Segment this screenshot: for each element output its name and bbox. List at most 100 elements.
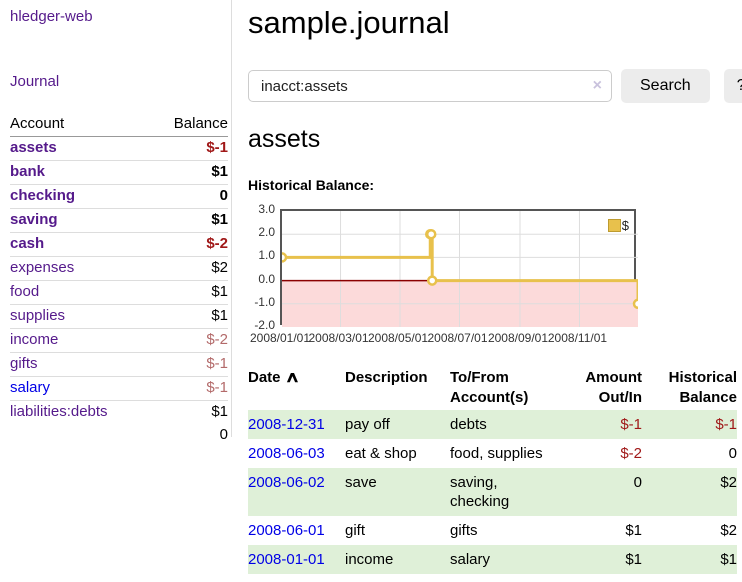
accounts-total-row: 0 — [10, 424, 228, 447]
y-axis-tick-label: -2.0 — [254, 318, 275, 332]
account-link[interactable]: checking — [10, 187, 76, 204]
account-balance: $-2 — [150, 328, 228, 353]
transaction-balance: 0 — [728, 445, 737, 462]
transaction-description: income — [345, 551, 394, 568]
transaction-date-link[interactable]: 2008-06-02 — [248, 474, 325, 491]
account-row: gifts $-1 — [10, 352, 228, 377]
transaction-amount: $1 — [625, 522, 642, 539]
transaction-balance: $2 — [720, 522, 737, 539]
account-link[interactable]: salary — [10, 379, 51, 396]
chart-canvas — [282, 211, 638, 327]
legend-label: $ — [621, 218, 629, 233]
account-link[interactable]: supplies — [10, 307, 66, 324]
account-balance: $2 — [150, 256, 228, 281]
page-title: sample.journal — [248, 5, 450, 40]
register-header-row: Date ∧ Description To/From Account(s) Amo… — [248, 366, 737, 410]
account-balance: $-1 — [206, 139, 228, 156]
transaction-accounts: gifts — [450, 522, 478, 539]
account-balance: $-2 — [150, 232, 228, 257]
y-axis-tick-label: 1.0 — [258, 248, 275, 263]
y-axis-tick-label: -1.0 — [254, 294, 275, 309]
y-axis-tick-label: 2.0 — [258, 225, 275, 240]
transaction-amount: $-1 — [620, 416, 642, 433]
account-row: salary $-1 — [10, 376, 228, 401]
accounts-col-balance: Balance — [150, 112, 228, 137]
transaction-date-link[interactable]: 2008-06-01 — [248, 522, 325, 539]
accounts-table: Account Balance assets $-1 bank $1 checking 0… — [10, 112, 228, 447]
y-axis-tick-label: 3.0 — [258, 202, 275, 216]
account-balance: $1 — [150, 160, 228, 185]
register-col-accounts: To/From Account(s) — [450, 369, 529, 406]
account-link[interactable]: bank — [10, 163, 46, 180]
account-balance: $-1 — [150, 352, 228, 377]
sidebar-item-journal[interactable]: Journal — [10, 73, 60, 90]
sidebar: hledger-web Journal Account Balance asse… — [0, 0, 232, 443]
account-row: cash $-2 — [10, 232, 228, 257]
account-link[interactable]: expenses — [10, 259, 75, 276]
search-form: × Search ? — [248, 69, 742, 103]
app-title-link[interactable]: hledger-web — [10, 8, 93, 25]
account-link[interactable]: assets — [10, 139, 57, 156]
search-input-wrap: × — [248, 70, 612, 102]
app-title: hledger-web — [10, 8, 231, 26]
account-link[interactable]: cash — [10, 235, 45, 252]
transaction-balance: $1 — [720, 551, 737, 568]
y-axis-tick-label: 0.0 — [258, 271, 275, 286]
search-button[interactable]: Search — [621, 69, 710, 103]
register-col-balance: Historical Balance — [668, 369, 737, 406]
transaction-row: 2008-06-03 eat & shop food, supplies $-2 0 — [248, 439, 737, 468]
account-balance: $-1 — [150, 376, 228, 401]
register-account-heading: assets — [248, 125, 321, 153]
x-axis-tick-label: 2008/09/01 — [487, 331, 548, 345]
x-axis-tick-label: 2008/03/01 — [308, 331, 369, 345]
account-balance: $1 — [150, 304, 228, 329]
x-axis-tick-label: 2008/07/01 — [427, 331, 488, 345]
clear-search-icon[interactable]: × — [592, 77, 602, 94]
transaction-description: eat & shop — [345, 445, 417, 462]
chart-title: Historical Balance: — [248, 177, 375, 193]
search-input[interactable] — [248, 70, 612, 102]
transaction-amount: 0 — [633, 474, 642, 491]
transaction-date-link[interactable]: 2008-12-31 — [248, 416, 325, 433]
account-balance: $1 — [150, 280, 228, 305]
transaction-row: 2008-06-01 gift gifts $1 $2 — [248, 516, 737, 545]
spacer — [10, 424, 150, 447]
legend-swatch-icon — [607, 219, 621, 232]
main-content: sample.journal × Search ? assets Histori… — [248, 0, 742, 574]
chart-legend: $ — [607, 218, 629, 233]
transaction-description: gift — [345, 522, 366, 539]
chart-plot-area: $ — [280, 209, 638, 327]
account-row: liabilities:debts $1 — [10, 400, 228, 424]
accounts-col-account: Account — [10, 112, 151, 137]
transaction-description: save — [345, 474, 377, 491]
register-table: Date ∧ Description To/From Account(s) Amo… — [248, 366, 737, 574]
transaction-balance: $2 — [720, 474, 737, 491]
transaction-date-link[interactable]: 2008-01-01 — [248, 551, 325, 568]
account-balance: $1 — [150, 400, 228, 424]
transaction-accounts: food, supplies — [450, 445, 543, 462]
account-row: expenses $2 — [10, 256, 228, 281]
transaction-accounts: salary — [450, 551, 491, 568]
account-row: assets $-1 — [10, 137, 228, 161]
transaction-row: 2008-06-02 save saving, checking 0 $2 — [248, 468, 737, 516]
x-axis-tick-label: 2008/01/01 — [249, 331, 311, 345]
account-row: food $1 — [10, 280, 228, 305]
account-link[interactable]: income — [10, 331, 59, 348]
account-link[interactable]: gifts — [10, 355, 38, 372]
help-button[interactable]: ? — [723, 69, 742, 103]
register-col-date[interactable]: Date ∧ — [248, 369, 300, 386]
account-link[interactable]: liabilities:debts — [10, 403, 108, 420]
account-row: checking 0 — [10, 184, 228, 209]
account-row: supplies $1 — [10, 304, 228, 329]
account-balance: $1 — [150, 208, 228, 233]
transaction-amount: $1 — [625, 551, 642, 568]
transaction-accounts: debts — [450, 416, 487, 433]
x-axis-tick-label: 2008/05/01 — [367, 331, 429, 345]
account-link[interactable]: saving — [10, 211, 58, 228]
account-link[interactable]: food — [10, 283, 40, 300]
transaction-date-link[interactable]: 2008-06-03 — [248, 445, 325, 462]
accounts-table-header: Account Balance — [10, 112, 228, 137]
accounts-total-balance: 0 — [219, 426, 228, 443]
register-col-description: Description — [345, 369, 428, 386]
